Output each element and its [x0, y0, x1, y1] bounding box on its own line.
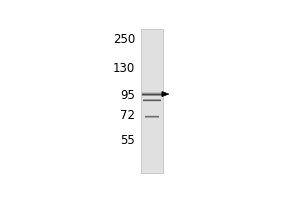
Bar [143, 101, 161, 102]
Bar [141, 29, 163, 173]
Bar [145, 117, 159, 118]
Text: 250: 250 [113, 33, 135, 46]
Text: 55: 55 [120, 134, 135, 147]
Bar [142, 93, 162, 94]
Polygon shape [162, 92, 169, 97]
Text: 72: 72 [120, 109, 135, 122]
Bar [142, 94, 162, 95]
Bar [142, 92, 162, 93]
Bar [145, 116, 159, 117]
Text: 130: 130 [113, 62, 135, 75]
Bar [145, 115, 159, 116]
Bar [142, 95, 162, 96]
Bar [143, 99, 161, 100]
Text: 95: 95 [120, 89, 135, 102]
Bar [143, 100, 161, 101]
